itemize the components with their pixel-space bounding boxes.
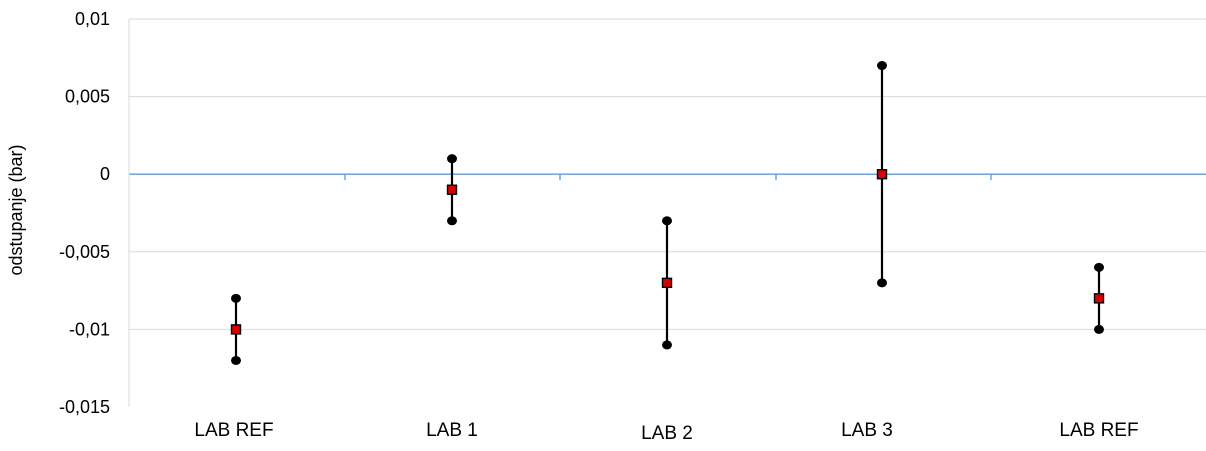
y-tick-label: 0,01: [75, 9, 110, 29]
x-tick-label: LAB 3: [841, 420, 893, 441]
y-tick-labels: 0,01 0,005 0 -0,005 -0,01 -0,015: [59, 9, 110, 417]
error-cap-lower: [447, 216, 457, 226]
error-cap-upper: [447, 154, 457, 164]
y-tick-label: -0,015: [59, 397, 110, 417]
data-points: [230, 61, 1105, 365]
y-tick-label: -0,005: [59, 242, 110, 262]
error-cap-lower: [877, 278, 887, 288]
data-marker: [1093, 293, 1105, 304]
y-tick-label: 0: [100, 164, 110, 184]
x-tick-label: LAB REF: [1059, 420, 1138, 441]
x-tick-label: LAB 2: [641, 423, 693, 444]
y-axis-label: odstupanje (bar): [6, 144, 26, 275]
error-cap-upper: [877, 61, 887, 71]
error-cap-upper: [1094, 262, 1104, 272]
error-cap-lower: [231, 355, 241, 365]
error-cap-lower: [1094, 324, 1104, 334]
error-cap-upper: [662, 216, 672, 226]
y-tick-label: -0,01: [69, 319, 110, 339]
x-tick-label: LAB REF: [194, 420, 273, 441]
x-tick-labels: LAB REF LAB 1 LAB 2 LAB 3 LAB REF: [194, 420, 1138, 444]
data-marker: [446, 184, 458, 195]
x-tick-label: LAB 1: [426, 420, 478, 441]
error-cap-lower: [662, 340, 672, 350]
data-marker: [230, 324, 242, 335]
data-marker: [661, 277, 673, 289]
data-marker: [876, 168, 888, 180]
error-cap-upper: [231, 293, 241, 303]
y-tick-label: 0,005: [65, 87, 110, 107]
